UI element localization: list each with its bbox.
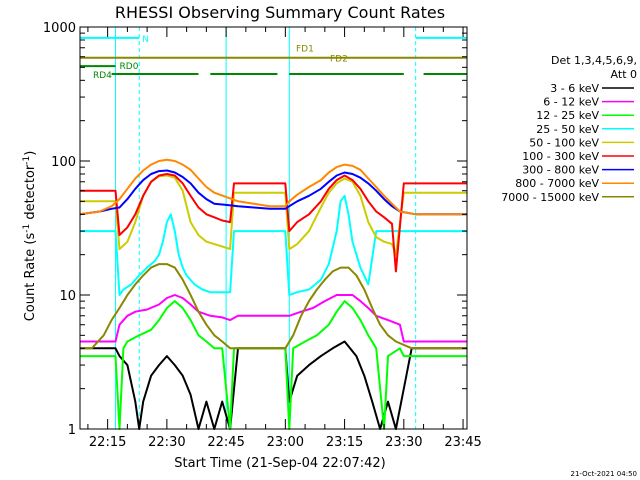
series-line-1 bbox=[80, 294, 467, 343]
chart-title: RHESSI Observing Summary Count Rates bbox=[115, 3, 445, 22]
y-axis-label-mid: detector bbox=[23, 164, 38, 224]
x-tick-label-3: 23:00 bbox=[267, 435, 304, 450]
series-line-6 bbox=[79, 169, 467, 216]
fd2-label: FD2 bbox=[330, 55, 348, 65]
plot-area: N FD1 FD2 RD0 RD4 1 10 100 1000 22:15 22:30 22:45 23… bbox=[43, 21, 482, 450]
y-axis-label-pre: Count Rate (s bbox=[23, 233, 38, 322]
plot-frame bbox=[79, 26, 468, 430]
x-tick-label-2: 22:45 bbox=[207, 435, 244, 450]
legend-label-8: 7000 - 15000 keV bbox=[501, 191, 599, 204]
timestamp: 21-Oct-2021 04:50 bbox=[571, 470, 637, 478]
x-tick-label-1: 22:30 bbox=[148, 435, 185, 450]
legend-label-2: 12 - 25 keV bbox=[536, 109, 599, 122]
legend-label-5: 100 - 300 keV bbox=[522, 150, 599, 163]
rd0-label: RD0 bbox=[120, 62, 139, 72]
legend-label-4: 50 - 100 keV bbox=[529, 136, 599, 149]
series-line-3 bbox=[80, 194, 467, 296]
y-tick-label-0: 1 bbox=[68, 423, 76, 438]
y-tick-label-1: 10 bbox=[59, 289, 76, 304]
legend-label-3: 25 - 50 keV bbox=[536, 123, 599, 136]
legend-label-0: 3 - 6 keV bbox=[550, 82, 599, 95]
rd4-label: RD4 bbox=[93, 71, 112, 81]
legend-label-1: 6 - 12 keV bbox=[543, 96, 599, 109]
fd1-label: FD1 bbox=[296, 45, 314, 55]
series-line-5 bbox=[80, 173, 467, 273]
x-tick-label-6: 23:45 bbox=[444, 435, 481, 450]
legend-header-line-1: Det 1,3,4,5,6,9, bbox=[551, 54, 637, 67]
series-line-7 bbox=[79, 158, 467, 216]
y-tick-label-3: 1000 bbox=[43, 21, 76, 36]
y-axis-label-sup1: -1 bbox=[22, 224, 32, 233]
y-axis-label-post: ) bbox=[23, 151, 38, 156]
n-bar-label: N bbox=[142, 35, 149, 45]
y-tick-label-2: 100 bbox=[51, 155, 76, 170]
legend-label-6: 300 - 800 keV bbox=[522, 164, 599, 177]
legend-header-line-2: Att 0 bbox=[611, 68, 637, 81]
x-tick-label-0: 22:15 bbox=[89, 435, 126, 450]
y-axis-label-sup2: -1 bbox=[22, 156, 32, 165]
x-tick-label-4: 23:15 bbox=[326, 435, 363, 450]
y-axis-label: Count Rate (s-1 detector-1) bbox=[22, 151, 38, 322]
x-tick-label-5: 23:30 bbox=[385, 435, 422, 450]
x-axis-label: Start Time (21-Sep-04 22:07:42) bbox=[174, 456, 385, 471]
legend-label-7: 800 - 7000 keV bbox=[515, 177, 599, 190]
series-line-8 bbox=[80, 263, 467, 350]
